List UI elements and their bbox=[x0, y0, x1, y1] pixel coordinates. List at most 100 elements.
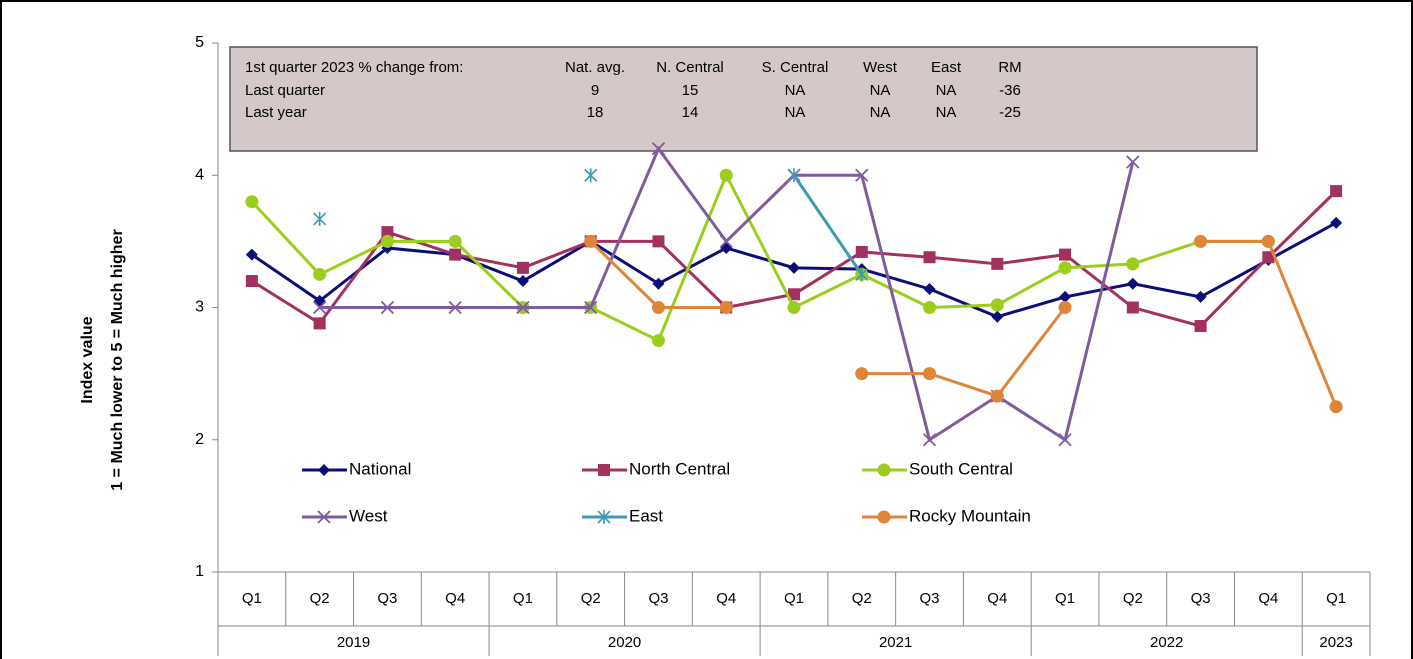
point bbox=[448, 300, 462, 315]
point bbox=[1126, 277, 1139, 290]
x-tick-label: Q3 bbox=[920, 590, 940, 607]
point bbox=[313, 300, 327, 315]
y-tick-label: 3 bbox=[195, 299, 204, 316]
table-header: West bbox=[863, 59, 898, 76]
legend-label: East bbox=[629, 506, 663, 525]
point bbox=[1330, 216, 1343, 229]
table-header: Nat. avg. bbox=[565, 59, 625, 76]
point bbox=[516, 275, 529, 288]
table-header: S. Central bbox=[762, 59, 829, 76]
point bbox=[313, 211, 327, 226]
legend-label: West bbox=[349, 506, 388, 525]
point bbox=[651, 301, 665, 314]
point bbox=[1059, 290, 1072, 303]
point bbox=[380, 234, 394, 248]
point bbox=[381, 226, 394, 239]
point bbox=[855, 267, 869, 282]
x-tick-label: Q3 bbox=[1191, 590, 1211, 607]
series-line bbox=[250, 171, 1269, 343]
legend-marker bbox=[597, 510, 611, 524]
x-tick-label: Q2 bbox=[1123, 590, 1143, 607]
x-tick-label: Q4 bbox=[1258, 590, 1278, 607]
legend-label: National bbox=[349, 459, 411, 478]
table-cell: NA bbox=[785, 104, 806, 121]
point bbox=[1126, 155, 1140, 169]
point bbox=[1058, 261, 1072, 275]
series-line bbox=[319, 145, 1135, 443]
point bbox=[1194, 320, 1207, 333]
point bbox=[1058, 301, 1072, 314]
point bbox=[1329, 400, 1343, 414]
x-tick-label: Q4 bbox=[716, 590, 736, 607]
table-cell: Last year bbox=[245, 104, 307, 121]
legend-marker bbox=[877, 463, 891, 477]
legend-label: North Central bbox=[629, 459, 730, 478]
point bbox=[923, 251, 936, 264]
x-tick-label: Q2 bbox=[852, 590, 872, 607]
table-cell: NA bbox=[936, 82, 957, 99]
point bbox=[855, 168, 869, 182]
y-tick-label: 2 bbox=[195, 431, 204, 448]
table-header: RM bbox=[998, 59, 1021, 76]
point bbox=[990, 298, 1004, 312]
point bbox=[1330, 185, 1343, 198]
x-tick-label: Q1 bbox=[242, 590, 262, 607]
point bbox=[1059, 248, 1072, 261]
point bbox=[923, 301, 937, 314]
legend-marker bbox=[877, 510, 891, 524]
x-tick-label: Q4 bbox=[987, 590, 1007, 607]
legend-label: Rocky Mountain bbox=[909, 506, 1031, 525]
point bbox=[584, 234, 598, 248]
table-cell: 14 bbox=[682, 104, 699, 121]
point bbox=[719, 301, 733, 314]
point bbox=[651, 142, 666, 156]
table-cell: 15 bbox=[682, 82, 699, 99]
point bbox=[516, 261, 529, 274]
x-group-label: 2019 bbox=[337, 634, 370, 651]
point bbox=[990, 389, 1004, 403]
point bbox=[855, 367, 869, 381]
point bbox=[719, 168, 733, 182]
x-group-label: 2020 bbox=[608, 634, 641, 651]
table-cell: -36 bbox=[999, 82, 1021, 99]
legend-label: South Central bbox=[909, 459, 1013, 478]
point bbox=[788, 288, 800, 301]
table-header: East bbox=[931, 59, 962, 76]
table-cell: NA bbox=[936, 104, 957, 121]
table-header: 1st quarter 2023 % change from: bbox=[245, 59, 463, 76]
point bbox=[245, 275, 258, 288]
legend-marker bbox=[317, 510, 331, 524]
legend-marker bbox=[318, 464, 330, 476]
point bbox=[651, 334, 665, 348]
x-group-label: 2022 bbox=[1150, 634, 1183, 651]
point bbox=[1058, 433, 1072, 447]
table-cell: Last quarter bbox=[245, 82, 325, 99]
point bbox=[719, 234, 733, 249]
point bbox=[313, 267, 327, 281]
y-tick-label: 5 bbox=[195, 34, 204, 51]
point bbox=[380, 300, 395, 315]
point bbox=[720, 241, 733, 254]
y-tick-label: 4 bbox=[195, 166, 204, 183]
x-tick-label: Q2 bbox=[310, 590, 330, 607]
y-axis-label: Index value bbox=[79, 316, 96, 403]
table-header: N. Central bbox=[656, 59, 724, 76]
point bbox=[313, 317, 326, 330]
point bbox=[787, 301, 801, 314]
point bbox=[787, 168, 801, 183]
x-tick-label: Q2 bbox=[581, 590, 601, 607]
point bbox=[652, 277, 665, 290]
point bbox=[1126, 301, 1139, 314]
y-tick-label: 1 bbox=[195, 563, 204, 580]
x-group-label: 2023 bbox=[1319, 634, 1352, 651]
x-tick-label: Q1 bbox=[784, 590, 804, 607]
point bbox=[923, 282, 936, 295]
point bbox=[1126, 257, 1140, 271]
point bbox=[245, 195, 259, 209]
x-tick-label: Q4 bbox=[445, 590, 465, 607]
x-group-label: 2021 bbox=[879, 634, 912, 651]
point bbox=[923, 367, 937, 381]
x-tick-label: Q1 bbox=[1326, 590, 1346, 607]
table-cell: NA bbox=[870, 82, 891, 99]
